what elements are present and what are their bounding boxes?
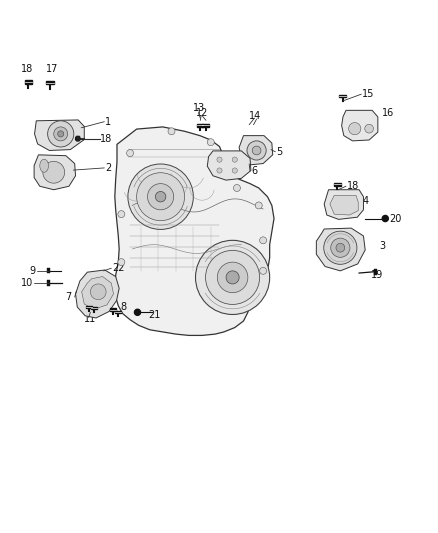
Circle shape <box>259 268 266 274</box>
Circle shape <box>254 202 261 209</box>
Circle shape <box>168 128 175 135</box>
Text: 14: 14 <box>249 111 261 121</box>
Circle shape <box>155 191 166 202</box>
Polygon shape <box>46 80 54 84</box>
Polygon shape <box>202 124 208 127</box>
Text: 13: 13 <box>193 103 205 113</box>
Text: 17: 17 <box>46 64 58 74</box>
Polygon shape <box>316 228 364 271</box>
Circle shape <box>217 262 247 293</box>
Text: 20: 20 <box>389 214 401 223</box>
Polygon shape <box>85 306 92 308</box>
Text: 21: 21 <box>148 310 160 320</box>
Text: 8: 8 <box>120 302 126 312</box>
Polygon shape <box>47 280 50 286</box>
Polygon shape <box>91 307 97 310</box>
Text: 18: 18 <box>21 64 33 74</box>
Polygon shape <box>196 124 202 127</box>
Text: 2: 2 <box>105 163 111 173</box>
Polygon shape <box>341 110 377 141</box>
Circle shape <box>195 240 269 314</box>
Polygon shape <box>373 269 377 275</box>
Circle shape <box>205 251 259 304</box>
Polygon shape <box>323 190 363 220</box>
Circle shape <box>259 237 266 244</box>
Polygon shape <box>239 135 272 165</box>
Polygon shape <box>110 308 116 311</box>
Circle shape <box>381 215 388 222</box>
Text: 5: 5 <box>276 147 282 157</box>
Polygon shape <box>47 268 50 273</box>
Polygon shape <box>81 277 113 309</box>
Circle shape <box>232 168 237 173</box>
Circle shape <box>233 184 240 191</box>
Circle shape <box>207 139 214 146</box>
Circle shape <box>127 164 193 229</box>
Circle shape <box>134 309 140 316</box>
Circle shape <box>90 284 106 300</box>
Text: 16: 16 <box>381 108 393 118</box>
Circle shape <box>57 131 64 137</box>
Circle shape <box>226 271 239 284</box>
Text: 18: 18 <box>100 134 113 144</box>
Circle shape <box>47 121 74 147</box>
Circle shape <box>323 231 356 264</box>
Text: 4: 4 <box>362 196 368 206</box>
Text: 22: 22 <box>112 263 124 273</box>
Circle shape <box>136 173 184 221</box>
Circle shape <box>75 136 80 141</box>
Circle shape <box>126 150 133 157</box>
Text: 15: 15 <box>361 89 374 99</box>
Circle shape <box>53 127 67 141</box>
Polygon shape <box>75 270 119 318</box>
Polygon shape <box>207 151 251 180</box>
Polygon shape <box>35 120 84 150</box>
Polygon shape <box>25 80 32 84</box>
Text: 19: 19 <box>370 270 382 280</box>
Text: 6: 6 <box>251 166 256 176</box>
Polygon shape <box>115 311 121 313</box>
Polygon shape <box>333 183 340 185</box>
Text: 11: 11 <box>84 314 96 324</box>
Polygon shape <box>338 95 345 98</box>
Circle shape <box>117 259 124 265</box>
Polygon shape <box>329 196 357 215</box>
Polygon shape <box>76 136 80 141</box>
Circle shape <box>364 124 373 133</box>
Circle shape <box>330 238 349 257</box>
Circle shape <box>147 183 173 210</box>
Text: 10: 10 <box>21 278 33 288</box>
Text: 3: 3 <box>379 240 385 251</box>
Text: 9: 9 <box>29 266 35 276</box>
Polygon shape <box>115 127 273 335</box>
Circle shape <box>252 146 260 155</box>
Text: 7: 7 <box>65 292 71 302</box>
Circle shape <box>348 123 360 135</box>
Circle shape <box>247 141 265 160</box>
Circle shape <box>117 211 124 217</box>
Ellipse shape <box>40 159 48 172</box>
Polygon shape <box>34 155 75 190</box>
Circle shape <box>232 157 237 162</box>
Text: 12: 12 <box>196 108 208 117</box>
Circle shape <box>216 157 222 162</box>
Text: 1: 1 <box>105 117 111 127</box>
Circle shape <box>216 168 222 173</box>
Text: 18: 18 <box>346 181 358 191</box>
Circle shape <box>335 244 344 252</box>
Circle shape <box>43 161 64 183</box>
